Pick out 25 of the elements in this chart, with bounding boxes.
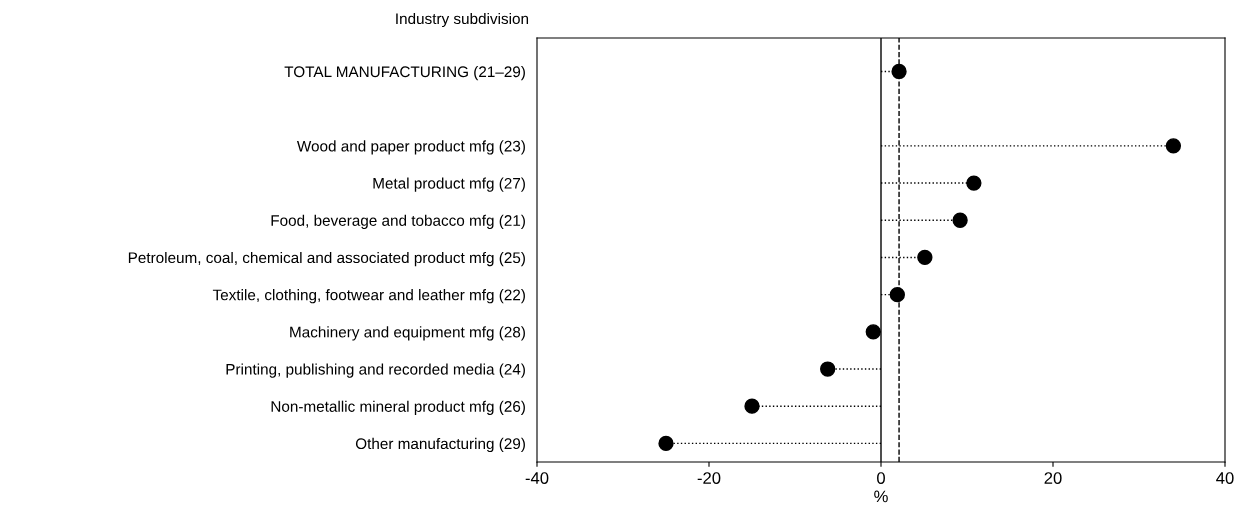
- y-tick-label: Non-metallic mineral product mfg (26): [271, 400, 525, 415]
- y-tick-label: Food, beverage and tobacco mfg (21): [271, 214, 525, 229]
- point: [658, 435, 674, 452]
- text: Industry subdivision: [396, 12, 529, 28]
- point: [917, 249, 933, 266]
- y-tick-label: Textile, clothing, footwear and leather mfg (22): [212, 289, 525, 304]
- y-tick-label: Petroleum, coal, chemical and associated product mfg (25): [128, 251, 525, 267]
- y-tick-label: TOTAL MANUFACTURING (21–29): [284, 65, 525, 81]
- x-tick-label: 20: [1044, 472, 1062, 484]
- point: [820, 361, 836, 377]
- y-tick-label: Printing, publishing and recorded media (24): [226, 363, 525, 378]
- point: [865, 324, 881, 340]
- y-tick-label: Metal product mfg (27): [373, 177, 525, 192]
- x-tick-label: 0: [877, 472, 885, 484]
- point: [1165, 138, 1182, 154]
- x-tick-label: -20: [697, 472, 721, 484]
- x-axis-title: %: [874, 490, 888, 503]
- x-tick-label: 40: [1216, 472, 1234, 484]
- y-tick-label: Other manufacturing (29): [355, 437, 525, 453]
- point: [952, 212, 968, 228]
- y-tick-label: Machinery and equipment mfg (28): [290, 326, 525, 341]
- x-tick-label: -40: [525, 472, 549, 484]
- point: [744, 398, 760, 414]
- y-tick-label: Wood and paper product mfg (23): [296, 140, 525, 155]
- point: [966, 175, 982, 191]
